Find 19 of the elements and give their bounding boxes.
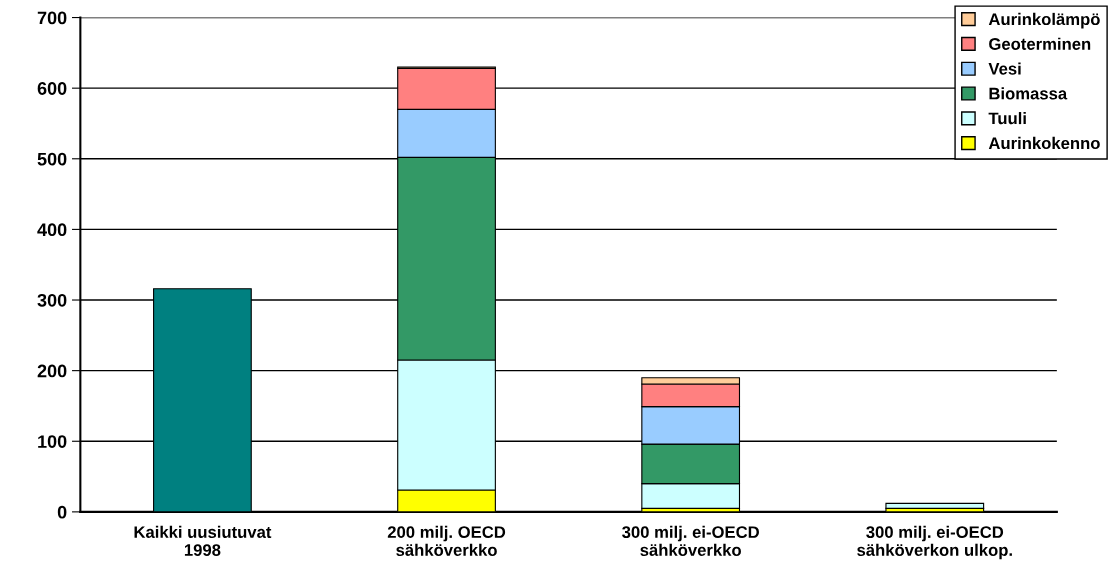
x-tick-label: 200 milj. OECD sähköverkko (387, 525, 506, 556)
legend-label: Geoterminen (989, 37, 1091, 50)
y-tick-label: 200 (37, 364, 67, 378)
y-tick-label: 100 (38, 435, 67, 448)
legend-label: Biomassa (989, 87, 1068, 100)
bar (885, 502, 985, 509)
y-tick-label: 500 (37, 152, 67, 166)
y-tick-label: 700 (37, 11, 67, 25)
x-tick-label: 300 milj. ei-OECD sähköverkon ulkop. (857, 525, 1012, 560)
legend-label: Aurinkolämpö (988, 12, 1100, 29)
x-tick-label: 300 milj. ei-OECD sähköverkko (622, 525, 759, 556)
x-tick-label: Kaikki uusiutuvat 1998 (134, 525, 272, 556)
legend-label: Vesi (988, 62, 1021, 75)
y-tick-label: 400 (37, 223, 67, 237)
y-tick-label: 300 (37, 293, 67, 307)
y-tick-label: 0 (57, 505, 67, 519)
y-tick-label: 600 (37, 82, 67, 95)
legend-label: Tuuli (988, 112, 1026, 125)
legend-label: Aurinkokenno (988, 136, 1100, 150)
